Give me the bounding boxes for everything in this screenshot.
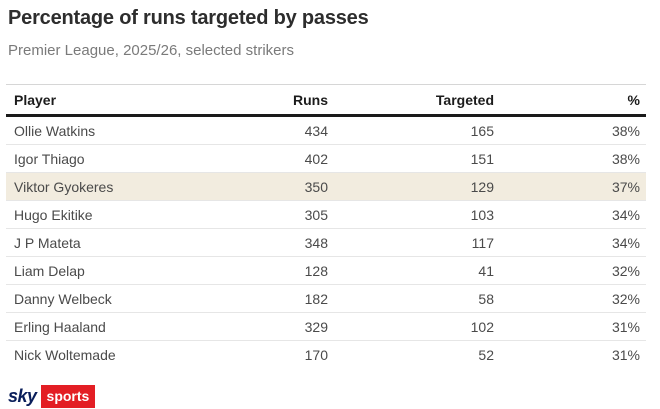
page-subtitle: Premier League, 2025/26, selected strike… <box>8 42 294 59</box>
runs-cell: 402 <box>304 150 328 167</box>
targeted-cell: 129 <box>470 178 494 195</box>
stats-table: Player Runs Targeted % Ollie Watkins 434… <box>6 84 646 369</box>
table-row: J P Mateta 348 117 34% <box>6 229 646 257</box>
runs-cell: 128 <box>304 262 328 279</box>
runs-cell: 170 <box>304 347 328 363</box>
table-row: Hugo Ekitike 305 103 34% <box>6 201 646 229</box>
targeted-cell: 41 <box>478 262 494 279</box>
pct-cell: 32% <box>611 290 640 307</box>
column-header-player: Player <box>14 91 57 108</box>
runs-cell: 182 <box>304 290 328 307</box>
player-name-cell: Viktor Gyokeres <box>14 178 114 195</box>
player-name-cell: Ollie Watkins <box>14 122 96 139</box>
sports-logo-badge: sports <box>40 385 96 408</box>
table-header-row: Player Runs Targeted % <box>6 84 646 117</box>
targeted-cell: 117 <box>471 234 494 251</box>
runs-cell: 329 <box>304 318 328 335</box>
column-header-runs: Runs <box>293 91 328 108</box>
pct-cell: 38% <box>611 122 640 139</box>
runs-cell: 434 <box>304 122 328 139</box>
targeted-cell: 165 <box>470 122 494 139</box>
player-name-cell: Igor Thiago <box>14 150 85 167</box>
column-header-pct: % <box>627 91 640 108</box>
targeted-cell: 58 <box>478 290 494 307</box>
runs-cell: 350 <box>304 178 328 195</box>
pct-cell: 31% <box>611 318 640 335</box>
table-row: Erling Haaland 329 102 31% <box>6 313 646 341</box>
pct-cell: 31% <box>611 347 640 363</box>
pct-cell: 34% <box>611 234 640 251</box>
runs-cell: 305 <box>304 206 328 223</box>
pct-cell: 32% <box>611 262 640 279</box>
targeted-cell: 103 <box>470 206 494 223</box>
player-name-cell: Nick Woltemade <box>14 347 116 363</box>
table-row: Nick Woltemade 170 52 31% <box>6 341 646 369</box>
pct-cell: 37% <box>611 178 640 195</box>
targeted-cell: 52 <box>478 347 494 363</box>
column-header-targeted: Targeted <box>435 91 494 108</box>
table-row: Liam Delap 128 41 32% <box>6 257 646 285</box>
player-name-cell: Liam Delap <box>14 262 85 279</box>
targeted-cell: 151 <box>470 150 494 167</box>
table-body: Ollie Watkins 434 165 38% Igor Thiago 40… <box>6 117 646 369</box>
player-name-cell: Erling Haaland <box>14 318 106 335</box>
pct-cell: 34% <box>611 206 640 223</box>
table-row: Igor Thiago 402 151 38% <box>6 145 646 173</box>
table-row: Ollie Watkins 434 165 38% <box>6 117 646 145</box>
player-name-cell: J P Mateta <box>14 234 81 251</box>
page-title: Percentage of runs targeted by passes <box>8 7 369 29</box>
targeted-cell: 102 <box>470 318 494 335</box>
runs-cell: 348 <box>304 234 328 251</box>
table-row: Viktor Gyokeres 350 129 37% <box>6 173 646 201</box>
pct-cell: 38% <box>611 150 640 167</box>
player-name-cell: Hugo Ekitike <box>14 206 93 223</box>
sky-sports-logo: sky sports <box>8 385 96 408</box>
sky-logo-text: sky <box>8 386 37 406</box>
player-name-cell: Danny Welbeck <box>14 290 112 307</box>
table-row: Danny Welbeck 182 58 32% <box>6 285 646 313</box>
